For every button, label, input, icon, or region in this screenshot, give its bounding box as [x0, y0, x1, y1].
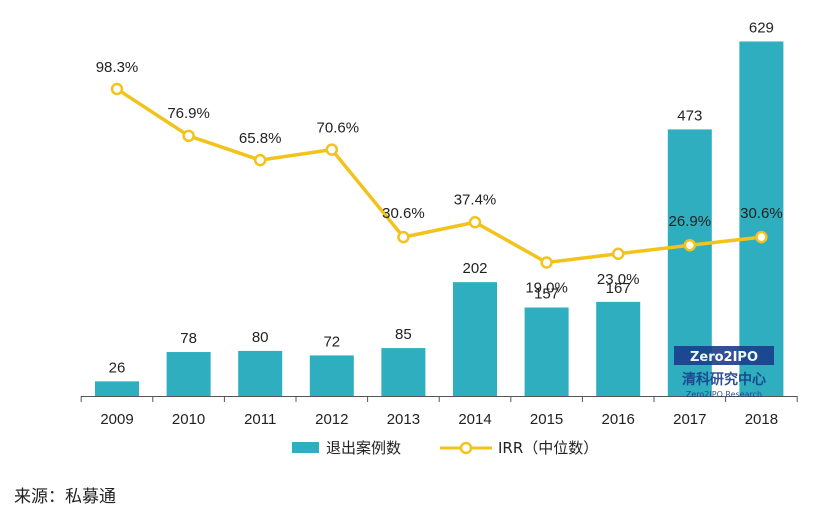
bar-label-2017: 473 [677, 107, 702, 124]
legend-line-label: IRR（中位数） [498, 439, 598, 457]
watermark-cn-name: 清科研究中心 [682, 371, 766, 388]
irr-points [110, 82, 768, 269]
irr-data-labels: 98.3% 76.9% 65.8% 70.6% 30.6% 37.4% 19.0% 23.0%… [96, 59, 783, 297]
irr-label-2017: 26.9% [669, 213, 712, 230]
bar-2009 [95, 381, 139, 396]
bar-2013 [381, 348, 426, 396]
bar-data-labels: 26 78 80 72 85 202 157 167 473 629 [109, 19, 774, 376]
x-tick-label-2017: 2017 [673, 411, 706, 428]
irr-label-2016: 23.0% [597, 271, 640, 288]
x-tick-label-2016: 2016 [602, 411, 635, 428]
irr-point-2017 [683, 238, 697, 252]
bar-label-2013: 85 [395, 326, 412, 343]
bar-label-2014: 202 [462, 260, 487, 277]
irr-point-2009 [110, 82, 124, 96]
irr-label-2010: 76.9% [167, 105, 210, 122]
x-tick-label-2010: 2010 [172, 411, 205, 428]
irr-label-2009: 98.3% [96, 59, 139, 76]
irr-label-2018: 30.6% [740, 205, 783, 222]
legend: 退出案例数 IRR（中位数） [292, 439, 598, 457]
x-tick-label-2009: 2009 [100, 411, 133, 428]
bar-2012 [309, 355, 354, 396]
bar-2011 [238, 350, 283, 396]
bar-label-2011: 80 [252, 329, 269, 346]
bar-label-2010: 78 [180, 330, 197, 347]
irr-label-2013: 30.6% [382, 205, 425, 222]
bar-label-2009: 26 [109, 359, 126, 376]
irr-point-2014 [468, 216, 482, 229]
x-tick-label-2011: 2011 [244, 411, 276, 428]
legend-bar-label: 退出案例数 [326, 439, 401, 457]
legend-bar-swatch [292, 442, 319, 453]
irr-label-2015: 19.0% [525, 280, 568, 297]
bar-2018 [739, 41, 784, 397]
irr-point-2011 [253, 153, 267, 167]
x-tick-label-2018: 2018 [745, 411, 778, 428]
x-tick-label-2013: 2013 [387, 411, 420, 428]
bar-label-2012: 72 [323, 333, 340, 350]
x-tick-marks [80, 396, 798, 402]
x-tick-label-2012: 2012 [315, 411, 348, 428]
irr-label-2011: 65.8% [239, 130, 282, 147]
bar-2016 [596, 301, 641, 396]
bar-label-2016: 167 [606, 280, 631, 297]
bar-2014 [453, 282, 497, 396]
irr-point-2012 [325, 143, 339, 156]
x-tick-label-2014: 2014 [458, 411, 491, 428]
source-note: 来源：私募通 [14, 487, 116, 507]
legend-line-marker [459, 441, 473, 455]
bar-2015 [524, 307, 569, 396]
irr-label-2014: 37.4% [454, 191, 497, 208]
watermark-logo-box [674, 346, 774, 365]
bar-label-2015: 157 [534, 286, 559, 303]
watermark-en-name: Zero2IPO Research [686, 390, 762, 399]
x-tick-label-2015: 2015 [530, 411, 563, 428]
bar-2010 [166, 352, 211, 396]
zero2ipo-watermark: Zero2IPO 清科研究中心 Zero2IPO Research [674, 346, 774, 399]
bar-label-2018: 629 [749, 19, 774, 36]
irr-label-2012: 70.6% [317, 120, 360, 137]
irr-point-2013 [397, 230, 410, 244]
irr-point-2016 [611, 247, 625, 261]
x-tick-labels: 2009 2010 2011 2012 2013 2014 2015 2016 2017 2018 [100, 411, 778, 428]
irr-point-2010 [182, 129, 195, 143]
watermark-logo-text: Zero2IPO [690, 350, 758, 365]
irr-point-2018 [755, 230, 768, 244]
irr-line [116, 87, 762, 265]
irr-point-2015 [540, 256, 553, 269]
